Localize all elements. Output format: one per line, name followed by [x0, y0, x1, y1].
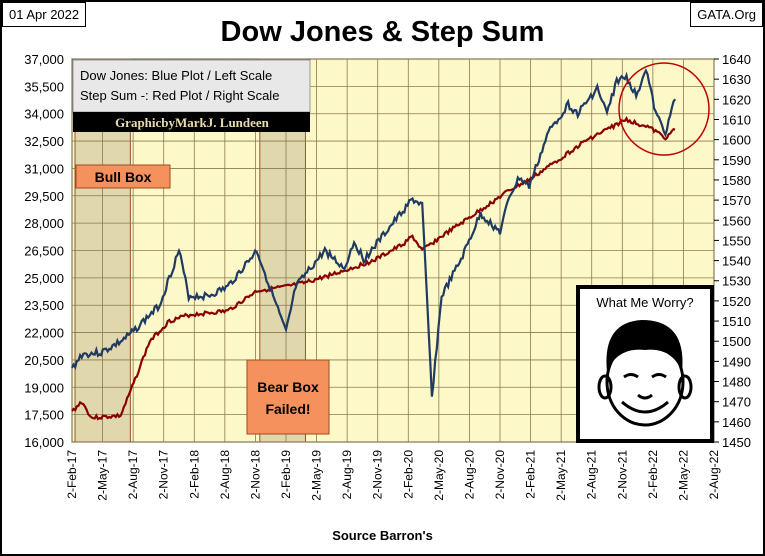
x-tick-label: 2-Aug-20 [462, 450, 476, 500]
left-tick-label: 35,500 [24, 79, 64, 94]
x-tick-label: 2-Feb-21 [524, 450, 538, 499]
right-tick-label: 1470 [722, 395, 751, 410]
left-tick-label: 16,000 [24, 435, 64, 450]
legend-box [72, 59, 311, 113]
right-tick-label: 1640 [722, 52, 751, 67]
x-tick-label: 2-May-22 [676, 450, 690, 501]
x-tick-label: 2-Aug-17 [126, 450, 140, 500]
right-tick-label: 1590 [722, 153, 751, 168]
x-tick-label: 2-Nov-19 [371, 450, 385, 500]
x-tick-label: 2-May-20 [432, 450, 446, 501]
x-tick-label: 2-Aug-22 [707, 450, 721, 500]
x-tick-label: 2-Feb-17 [65, 450, 79, 499]
left-tick-label: 28,000 [24, 216, 64, 231]
bear-box-label-1: Bear Box [257, 379, 319, 395]
bull-box-label-bg [75, 164, 171, 189]
left-tick-label: 25,000 [24, 271, 64, 286]
left-tick-label: 29,500 [24, 189, 64, 204]
right-tick-label: 1490 [722, 354, 751, 369]
right-tick-label: 1450 [722, 435, 751, 450]
left-tick-label: 22,000 [24, 326, 64, 341]
legend-line-2: Step Sum -: Red Plot / Right Scale [80, 88, 279, 103]
smile [621, 400, 669, 414]
bull-box-label: Bull Box [95, 169, 152, 185]
right-tick-label: 1460 [722, 415, 751, 430]
x-tick-label: 2-May-19 [310, 450, 324, 501]
bear-box-label-2: Failed! [265, 401, 310, 417]
left-tick-label: 23,500 [24, 298, 64, 313]
right-tick-label: 1630 [722, 72, 751, 87]
right-tick-label: 1500 [722, 334, 751, 349]
eyes [623, 373, 667, 379]
x-tick-label: 2-Aug-18 [218, 450, 232, 500]
credit-strip [73, 112, 310, 132]
right-tick-label: 1480 [722, 375, 751, 390]
x-axis-label: Source Barron's [332, 528, 433, 543]
hair [606, 320, 683, 372]
x-tick-label: 2-Feb-19 [279, 450, 293, 499]
left-tick-label: 17,500 [24, 408, 64, 423]
right-tick-label: 1560 [722, 213, 751, 228]
left-tick-label: 19,000 [24, 380, 64, 395]
x-tick-label: 2-Nov-18 [248, 450, 262, 500]
x-tick-label: 2-Aug-19 [340, 450, 354, 500]
face-icon [597, 320, 693, 427]
site-label: GATA.Org [690, 2, 763, 27]
left-tick-label: 26,500 [24, 244, 64, 259]
bear-box-label-bg [246, 359, 330, 435]
right-tick-label: 1580 [722, 173, 751, 188]
nose [637, 393, 653, 400]
credit-text: GraphicbyMarkJ. Lundeen [115, 115, 270, 130]
right-tick-label: 1510 [722, 314, 751, 329]
right-ear [677, 374, 693, 400]
x-tick-label: 2-Feb-18 [187, 450, 201, 499]
legend-line-1: Dow Jones: Blue Plot / Left Scale [80, 68, 272, 83]
x-tick-label: 2-May-17 [96, 450, 110, 501]
right-tick-label: 1570 [722, 193, 751, 208]
right-tick-label: 1600 [722, 133, 751, 148]
left-tick-label: 34,000 [24, 107, 64, 122]
x-tick-label: 2-Nov-20 [493, 450, 507, 500]
step-sum-line [71, 115, 676, 421]
chart-title: Dow Jones & Step Sum [220, 16, 545, 48]
x-tick-label: 2-Feb-20 [401, 450, 415, 499]
left-tick-label: 32,500 [24, 134, 64, 149]
left-ear [597, 374, 613, 400]
right-tick-label: 1520 [722, 294, 751, 309]
left-tick-label: 20,500 [24, 353, 64, 368]
right-tick-label: 1620 [722, 92, 751, 107]
left-tick-label: 37,000 [24, 52, 64, 67]
x-tick-label: 2-Aug-21 [585, 450, 599, 500]
right-tick-label: 1610 [722, 112, 751, 127]
highlight-circle [618, 62, 710, 156]
x-tick-label: 2-Feb-22 [646, 450, 660, 499]
x-tick-label: 2-Nov-21 [615, 450, 629, 500]
dow-jones-line [71, 68, 677, 397]
x-tick-label: 2-May-21 [554, 450, 568, 501]
left-tick-label: 31,000 [24, 161, 64, 176]
right-tick-label: 1530 [722, 274, 751, 289]
worry-text: What Me Worry? [596, 295, 693, 310]
x-tick-label: 2-Nov-17 [157, 450, 171, 500]
date-label: 01 Apr 2022 [2, 2, 87, 27]
right-tick-label: 1550 [722, 233, 751, 248]
right-tick-label: 1540 [722, 254, 751, 269]
